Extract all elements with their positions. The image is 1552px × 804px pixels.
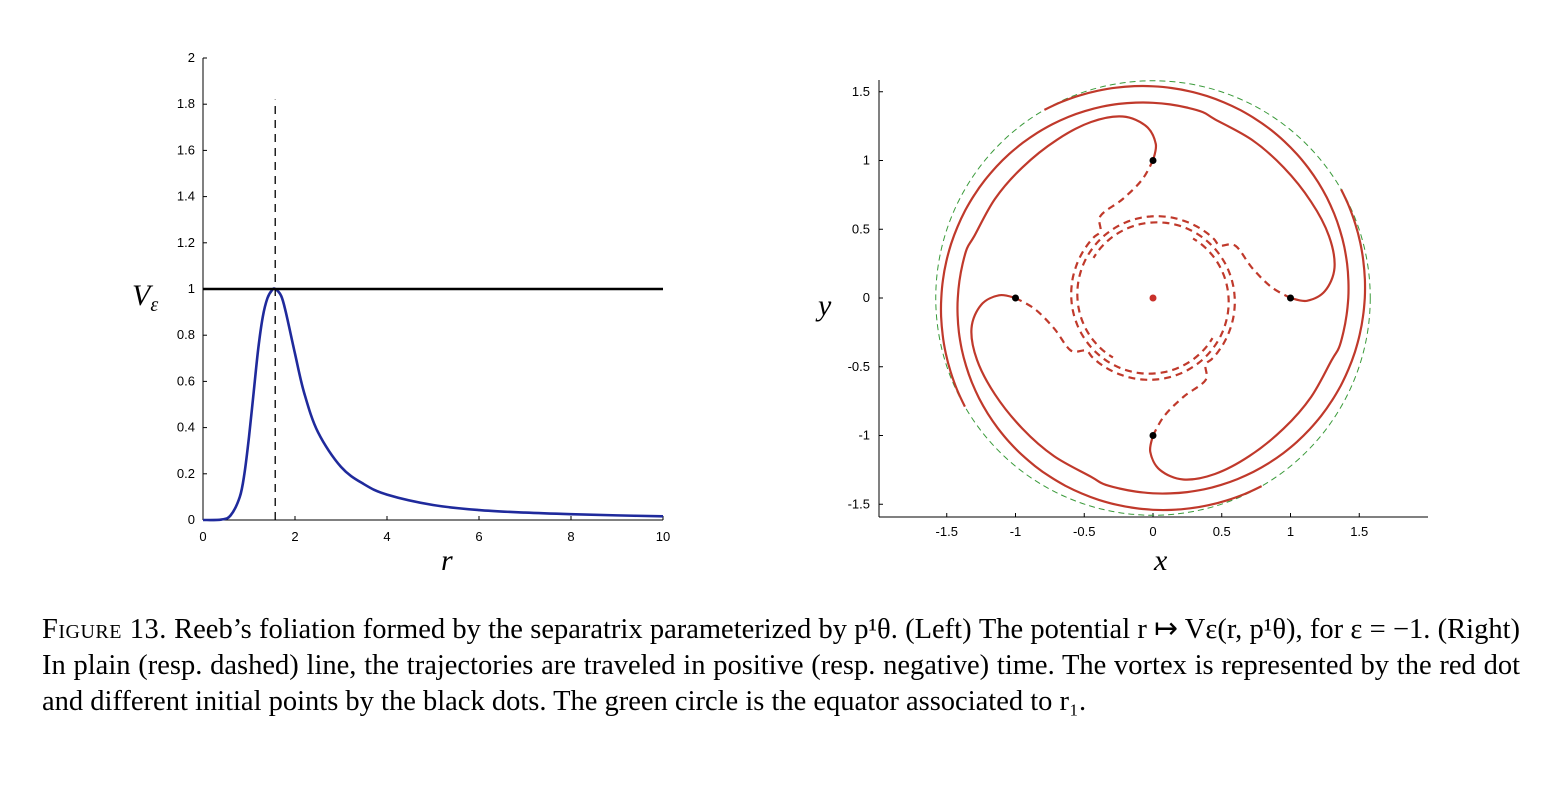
trajectory-dashed bbox=[1076, 215, 1292, 359]
right-y-label: y bbox=[815, 289, 832, 322]
left-ytick-label: 0.4 bbox=[177, 420, 195, 435]
equator-circle bbox=[935, 80, 1371, 516]
right-ytick-label: 1.5 bbox=[852, 84, 870, 99]
trajectory-solid bbox=[939, 101, 1336, 408]
left-xtick-label: 4 bbox=[383, 529, 390, 544]
right-ytick-label: -1.5 bbox=[848, 496, 870, 511]
trajectory-solid bbox=[970, 188, 1367, 495]
left-ytick-label: 1.6 bbox=[177, 142, 195, 157]
left-xtick-label: 8 bbox=[567, 529, 574, 544]
left-ytick-label: 1.8 bbox=[177, 96, 195, 111]
trajectory-dashed bbox=[1070, 159, 1214, 375]
right-plot: -1.5-1-0.500.511.5 -1.5 -1 -0.5 0 0.5 1 1.5 y … bbox=[815, 80, 1428, 577]
figure-caption: Figure 13. Reeb’s foliation formed by th… bbox=[42, 612, 1520, 720]
right-xtick-label: 0 bbox=[1149, 524, 1156, 539]
left-xtick-label: 2 bbox=[291, 529, 298, 544]
right-ytick-label: 1 bbox=[863, 153, 870, 168]
trajectory-dashed bbox=[1014, 237, 1230, 381]
left-xtick-label: 0 bbox=[199, 529, 206, 544]
trajectory-solid bbox=[1043, 84, 1350, 481]
left-ytick-label: 0.6 bbox=[177, 373, 195, 388]
right-xtick-label: 0.5 bbox=[1213, 524, 1231, 539]
right-xtick-label: 1 bbox=[1287, 524, 1294, 539]
left-ytick-label: 1 bbox=[188, 281, 195, 296]
right-ytick-label: 0.5 bbox=[852, 221, 870, 236]
right-ytick-label: -0.5 bbox=[848, 359, 870, 374]
right-xtick-label: -1.5 bbox=[936, 524, 958, 539]
initial-point-dot bbox=[1287, 294, 1294, 302]
left-xtick-label: 6 bbox=[475, 529, 482, 544]
initial-point-dot bbox=[1149, 157, 1157, 164]
vortex-dot bbox=[1149, 294, 1157, 302]
right-x-label: x bbox=[1153, 544, 1168, 577]
left-ytick-label: 1.2 bbox=[177, 235, 195, 250]
potential-curve bbox=[202, 287, 664, 522]
caption-label: Figure 13. bbox=[42, 614, 167, 645]
initial-point-dot bbox=[1012, 294, 1019, 302]
right-xtick-label: -0.5 bbox=[1073, 524, 1095, 539]
caption-text: Reeb’s foliation formed by the separatri… bbox=[42, 614, 1521, 717]
left-x-label: r bbox=[441, 544, 453, 577]
left-ytick-label: 0.2 bbox=[177, 466, 195, 481]
right-xtick-label: 1.5 bbox=[1350, 524, 1368, 539]
left-y-label: Vε bbox=[132, 279, 158, 316]
left-xtick-label: 10 bbox=[656, 529, 670, 544]
left-ytick-label: 2 bbox=[188, 50, 195, 65]
initial-point-dot bbox=[1149, 432, 1157, 439]
trajectory-dashed bbox=[1092, 221, 1236, 437]
left-ytick-label: 0.8 bbox=[177, 327, 195, 342]
left-ytick-label: 0 bbox=[188, 512, 195, 527]
right-xtick-label: -1 bbox=[1010, 524, 1022, 539]
trajectory-solid bbox=[956, 115, 1263, 512]
left-plot: 0 0.2 0.4 0.6 0.8 1 1.2 1.4 1.6 1.8 2 0 2 4 6 8 10 Vε r bbox=[132, 50, 670, 577]
left-ytick-label: 1.4 bbox=[177, 189, 195, 204]
right-ytick-label: -1 bbox=[858, 428, 870, 443]
right-ytick-label: 0 bbox=[863, 290, 870, 305]
figure: 00.20.40.60.811.21.41.61.82 0 2 4 6 8 10 Vε r… bbox=[132, 50, 1428, 577]
